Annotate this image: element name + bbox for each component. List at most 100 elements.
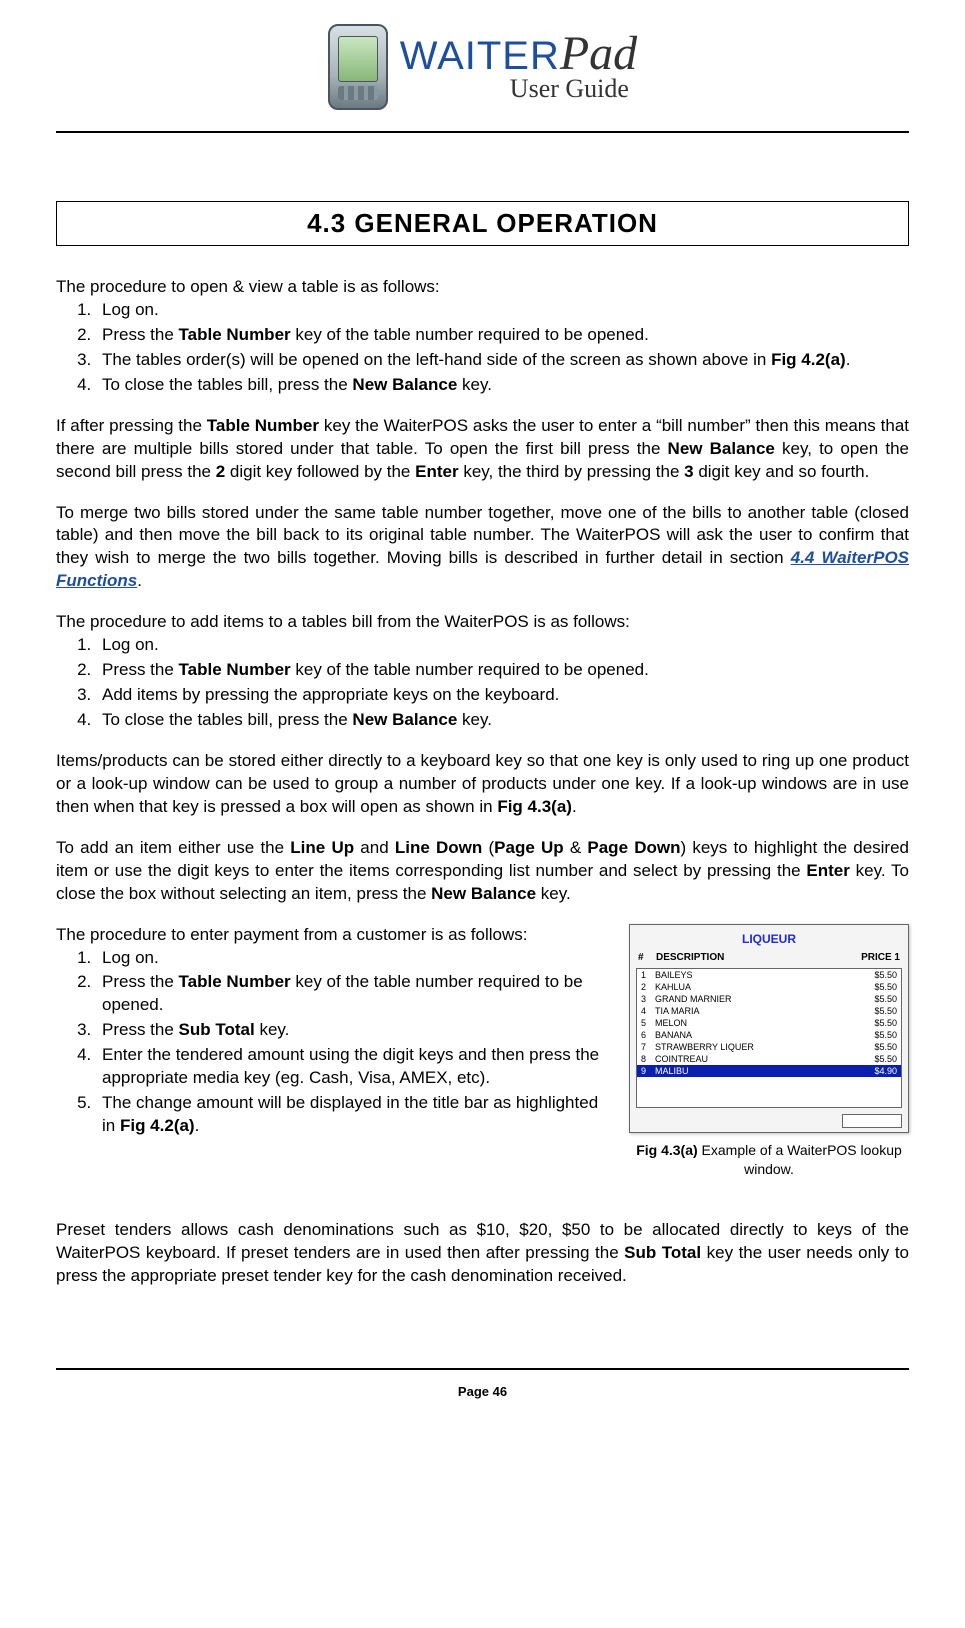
bold-text: New Balance xyxy=(352,710,457,729)
lookup-cell-price: $5.50 xyxy=(857,1053,897,1065)
text: . xyxy=(572,797,577,816)
lookup-header-desc: DESCRIPTION xyxy=(656,951,850,965)
bold-text: Enter xyxy=(415,462,458,481)
bold-text: Line Down xyxy=(395,838,482,857)
lookup-cell-desc: TIA MARIA xyxy=(655,1005,857,1017)
lookup-cell-price: $5.50 xyxy=(857,969,897,981)
lookup-cell-desc: MELON xyxy=(655,1017,857,1029)
procedure-open-intro: The procedure to open & view a table is … xyxy=(56,276,909,299)
lookup-input[interactable] xyxy=(842,1114,902,1128)
lookup-footer xyxy=(634,1110,904,1128)
procedure-add-list: Log on. Press the Table Number key of th… xyxy=(56,634,909,732)
text: key of the table number required to be o… xyxy=(291,325,649,344)
page: WAITERPad User Guide 4.3 GENERAL OPERATI… xyxy=(0,0,965,1628)
procedure-add-intro: The procedure to add items to a tables b… xyxy=(56,611,909,634)
lookup-header: # DESCRIPTION PRICE 1 xyxy=(634,949,904,967)
lookup-header-num: # xyxy=(638,951,656,965)
lookup-cell-num: 4 xyxy=(641,1005,655,1017)
list-item: The change amount will be displayed in t… xyxy=(96,1092,605,1138)
header-rule xyxy=(56,131,909,133)
bold-text: Enter xyxy=(806,861,849,880)
figure-reference: Fig 4.2(a) xyxy=(771,350,846,369)
footer-rule xyxy=(56,1368,909,1370)
bold-text: New Balance xyxy=(352,375,457,394)
lookup-cell-num: 2 xyxy=(641,981,655,993)
figure-reference: Fig 4.3(a) xyxy=(636,1142,697,1158)
lookup-row[interactable]: 8COINTREAU$5.50 xyxy=(637,1053,901,1065)
bold-text: 2 xyxy=(216,462,225,481)
bold-text: Table Number xyxy=(179,972,291,991)
lookup-figure-column: LIQUEUR # DESCRIPTION PRICE 1 1BAILEYS$5… xyxy=(629,924,909,1179)
payment-text-column: The procedure to enter payment from a cu… xyxy=(56,924,605,1156)
lookup-cell-price: $5.50 xyxy=(857,1041,897,1053)
lookup-row[interactable]: 1BAILEYS$5.50 xyxy=(637,969,901,981)
text: Log on. xyxy=(102,300,159,319)
text: To close the tables bill, press the xyxy=(102,375,352,394)
page-number: Page 46 xyxy=(56,1378,909,1399)
text: Press the xyxy=(102,325,179,344)
text: . xyxy=(846,350,851,369)
list-item: The tables order(s) will be opened on th… xyxy=(96,349,909,372)
text: and xyxy=(354,838,395,857)
lookup-cell-num: 5 xyxy=(641,1017,655,1029)
brand-suffix: Pad xyxy=(560,27,637,80)
lookup-row[interactable]: 3GRAND MARNIER$5.50 xyxy=(637,993,901,1005)
lookup-cell-num: 6 xyxy=(641,1029,655,1041)
logo: WAITERPad User Guide xyxy=(328,24,637,110)
list-item: Add items by pressing the appropriate ke… xyxy=(96,684,909,707)
lookup-cell-desc: COINTREAU xyxy=(655,1053,857,1065)
paragraph-bill-number: If after pressing the Table Number key t… xyxy=(56,415,909,484)
text: Items/products can be stored either dire… xyxy=(56,751,909,816)
lookup-cell-desc: KAHLUA xyxy=(655,981,857,993)
lookup-cell-num: 7 xyxy=(641,1041,655,1053)
lookup-window: LIQUEUR # DESCRIPTION PRICE 1 1BAILEYS$5… xyxy=(629,924,909,1134)
figure-caption: Fig 4.3(a) Example of a WaiterPOS lookup… xyxy=(629,1141,909,1179)
bold-text: Table Number xyxy=(207,416,319,435)
text: key, the third by pressing the xyxy=(459,462,685,481)
bold-text: Line Up xyxy=(290,838,354,857)
lookup-cell-num: 1 xyxy=(641,969,655,981)
text: ( xyxy=(482,838,494,857)
lookup-header-price: PRICE 1 xyxy=(850,951,900,965)
procedure-payment-list: Log on. Press the Table Number key of th… xyxy=(56,947,605,1139)
lookup-cell-price: $5.50 xyxy=(857,1017,897,1029)
lookup-cell-desc: BANANA xyxy=(655,1029,857,1041)
text: . xyxy=(137,571,142,590)
lookup-row[interactable]: 9MALIBU$4.90 xyxy=(637,1065,901,1077)
list-item: Log on. xyxy=(96,634,909,657)
lookup-row[interactable]: 6BANANA$5.50 xyxy=(637,1029,901,1041)
lookup-row[interactable]: 4TIA MARIA$5.50 xyxy=(637,1005,901,1017)
lookup-row[interactable]: 5MELON$5.50 xyxy=(637,1017,901,1029)
procedure-payment-intro: The procedure to enter payment from a cu… xyxy=(56,924,605,947)
text: . xyxy=(195,1116,200,1135)
bold-text: Page Down xyxy=(587,838,680,857)
page-header: WAITERPad User Guide xyxy=(56,24,909,125)
bold-text: New Balance xyxy=(668,439,775,458)
bold-text: Page Up xyxy=(494,838,564,857)
lookup-cell-num: 8 xyxy=(641,1053,655,1065)
lookup-cell-price: $5.50 xyxy=(857,1005,897,1017)
list-item: Enter the tendered amount using the digi… xyxy=(96,1044,605,1090)
payment-section: The procedure to enter payment from a cu… xyxy=(56,924,909,1179)
lookup-row[interactable]: 7STRAWBERRY LIQUER$5.50 xyxy=(637,1041,901,1053)
text: & xyxy=(564,838,588,857)
bold-text: Sub Total xyxy=(624,1243,701,1262)
lookup-row[interactable]: 2KAHLUA$5.50 xyxy=(637,981,901,993)
text: Log on. xyxy=(102,635,159,654)
lookup-cell-num: 9 xyxy=(641,1065,655,1077)
text: key of the table number required to be o… xyxy=(291,660,649,679)
text: To add an item either use the xyxy=(56,838,290,857)
lookup-list: 1BAILEYS$5.502KAHLUA$5.503GRAND MARNIER$… xyxy=(636,968,902,1108)
brand-subtitle: User Guide xyxy=(510,74,629,104)
text: digit key followed by the xyxy=(225,462,415,481)
body: The procedure to open & view a table is … xyxy=(56,276,909,1288)
section-title: 4.3 GENERAL OPERATION xyxy=(56,201,909,246)
text: key. xyxy=(255,1020,290,1039)
lookup-cell-price: $5.50 xyxy=(857,981,897,993)
brand-title: WAITERPad xyxy=(400,30,637,78)
pda-icon xyxy=(328,24,388,110)
text: Press the xyxy=(102,972,179,991)
paragraph-preset-tenders: Preset tenders allows cash denominations… xyxy=(56,1219,909,1288)
list-item: Press the Table Number key of the table … xyxy=(96,971,605,1017)
text: To close the tables bill, press the xyxy=(102,710,352,729)
